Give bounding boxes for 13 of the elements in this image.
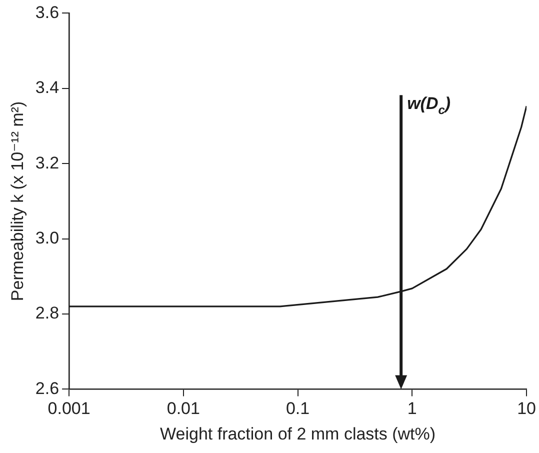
- y-tick-label: 2.6: [35, 378, 60, 398]
- x-axis-title: Weight fraction of 2 mm clasts (wt%): [160, 424, 436, 444]
- y-axis-title: Permeability k (x 10⁻¹² m²): [8, 101, 27, 302]
- y-tick-label: 3.0: [35, 228, 60, 248]
- y-tick-label: 3.6: [35, 2, 60, 22]
- x-tick-label: 1: [407, 399, 417, 418]
- y-tick-label: 3.4: [35, 78, 60, 98]
- x-tick-label: 0.1: [286, 399, 310, 418]
- y-tick-label: 2.8: [35, 304, 60, 323]
- x-tick-label: 0.001: [48, 399, 90, 418]
- x-tick-label: 10: [517, 399, 536, 418]
- y-tick-label: 3.2: [35, 153, 60, 172]
- x-tick-label: 0.01: [166, 399, 200, 418]
